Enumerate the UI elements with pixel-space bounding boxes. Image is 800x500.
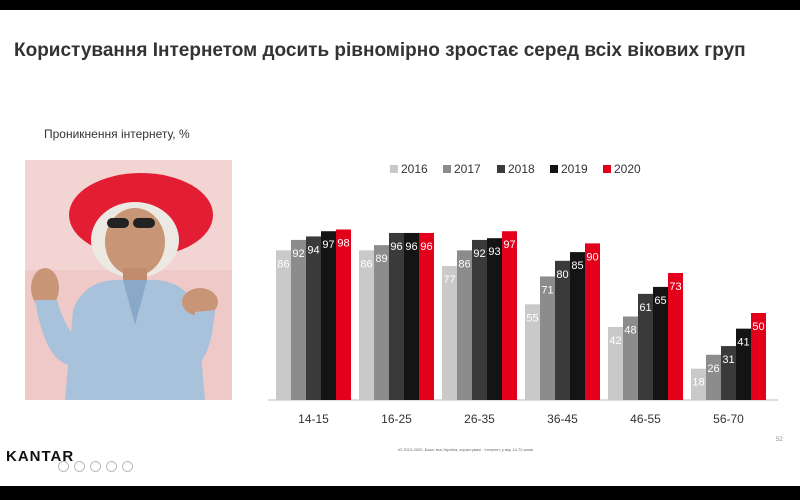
data-label-2017-14-15: 92 — [292, 248, 304, 260]
bar-2020-16-25 — [419, 232, 434, 400]
bar-2017-46-55 — [623, 316, 638, 400]
data-label-2019-26-35: 93 — [488, 246, 500, 258]
data-label-2017-36-45: 71 — [541, 284, 553, 296]
legend-label-2018: 2018 — [508, 162, 535, 176]
x-tick-label: 16-25 — [381, 412, 412, 426]
legend-swatch-2018 — [497, 165, 505, 173]
legend-label-2020: 2020 — [614, 162, 641, 176]
bar-2017-26-35 — [457, 250, 472, 400]
data-label-2016-56-70: 18 — [692, 377, 704, 389]
elderly-woman-photo — [25, 160, 232, 400]
slide-title: Користування Інтернетом досить рівномірн… — [14, 40, 746, 61]
legend-swatch-2019 — [550, 165, 558, 173]
data-label-2016-16-25: 86 — [360, 258, 372, 270]
data-label-2019-16-25: 96 — [405, 241, 417, 253]
x-tick-label: 56-70 — [713, 412, 744, 426]
legend-swatch-2020 — [603, 165, 611, 173]
bar-2019-36-45 — [570, 252, 585, 400]
chart-subtitle: Проникнення інтернету, % — [44, 127, 190, 141]
x-tick-label: 14-15 — [298, 412, 329, 426]
bar-2019-46-55 — [653, 286, 668, 400]
data-label-2019-46-55: 65 — [654, 295, 666, 307]
data-label-2017-46-55: 48 — [624, 324, 636, 336]
x-tick-label: 36-45 — [547, 412, 578, 426]
pause-icon[interactable] — [74, 461, 85, 472]
slide: Користування Інтернетом досить рівномірн… — [0, 10, 800, 486]
data-label-2018-46-55: 61 — [639, 302, 651, 314]
source-note: IG 2013-2020. База: вся Україна, користу… — [398, 447, 533, 452]
bar-2020-14-15 — [336, 229, 351, 400]
bar-2018-26-35 — [472, 239, 487, 400]
bar-2016-36-45 — [525, 304, 540, 400]
legend-label-2019: 2019 — [561, 162, 588, 176]
data-label-2019-14-15: 97 — [322, 239, 334, 251]
bar-2020-36-45 — [585, 243, 600, 400]
bar-2016-16-25 — [359, 250, 374, 400]
data-label-2019-36-45: 85 — [571, 260, 583, 272]
data-label-2016-36-45: 55 — [526, 312, 538, 324]
data-label-2018-16-25: 96 — [390, 241, 402, 253]
legend-label-2017: 2017 — [454, 162, 481, 176]
data-label-2020-26-35: 97 — [503, 239, 515, 251]
menu-icon[interactable] — [106, 461, 117, 472]
legend-swatch-2016 — [390, 165, 398, 173]
bar-2018-14-15 — [306, 236, 321, 400]
bar-2016-14-15 — [276, 250, 291, 400]
bar-2018-16-25 — [389, 232, 404, 400]
bar-2017-56-70 — [706, 354, 721, 400]
kantar-logo: KANTAR — [6, 448, 75, 465]
data-label-2020-14-15: 98 — [337, 237, 349, 249]
data-label-2020-16-25: 96 — [420, 241, 432, 253]
bar-2020-56-70 — [751, 313, 766, 400]
x-tick-label: 46-55 — [630, 412, 661, 426]
data-label-2020-36-45: 90 — [586, 251, 598, 263]
prev-icon[interactable] — [58, 461, 69, 472]
page-number: 52 — [776, 437, 783, 443]
x-tick-label: 26-35 — [464, 412, 495, 426]
bar-2019-14-15 — [321, 231, 336, 400]
data-label-2018-56-70: 31 — [722, 354, 734, 366]
video-letterbox-bottom — [0, 486, 800, 500]
bar-2016-56-70 — [691, 368, 706, 400]
bar-2017-14-15 — [291, 239, 306, 400]
bar-2019-56-70 — [736, 328, 751, 400]
data-label-2016-46-55: 42 — [609, 335, 621, 347]
player-controls[interactable] — [0, 461, 150, 475]
data-label-2018-26-35: 92 — [473, 248, 485, 260]
bar-2017-36-45 — [540, 276, 555, 400]
bar-2016-46-55 — [608, 326, 623, 400]
bar-2017-16-25 — [374, 245, 389, 400]
bar-2019-16-25 — [404, 232, 419, 400]
bar-2020-46-55 — [668, 272, 683, 400]
data-label-2018-14-15: 94 — [307, 244, 319, 256]
bar-2018-46-55 — [638, 293, 653, 400]
bar-2018-56-70 — [721, 346, 736, 400]
data-label-2016-14-15: 86 — [277, 258, 289, 270]
bar-2018-36-45 — [555, 260, 570, 400]
data-label-2020-56-70: 50 — [752, 321, 764, 333]
data-label-2017-26-35: 86 — [458, 258, 470, 270]
zoom-icon[interactable] — [90, 461, 101, 472]
bar-2019-26-35 — [487, 238, 502, 400]
data-label-2019-56-70: 41 — [737, 337, 749, 349]
data-label-2020-46-55: 73 — [669, 281, 681, 293]
data-label-2017-16-25: 89 — [375, 253, 387, 265]
data-label-2018-36-45: 80 — [556, 269, 568, 281]
bar-2020-26-35 — [502, 231, 517, 400]
bar-2016-26-35 — [442, 266, 457, 400]
video-letterbox-top — [0, 0, 800, 10]
next-icon[interactable] — [122, 461, 133, 472]
data-label-2016-26-35: 77 — [443, 274, 455, 286]
legend-swatch-2017 — [443, 165, 451, 173]
legend-label-2016: 2016 — [401, 162, 428, 176]
data-label-2017-56-70: 26 — [707, 363, 719, 375]
